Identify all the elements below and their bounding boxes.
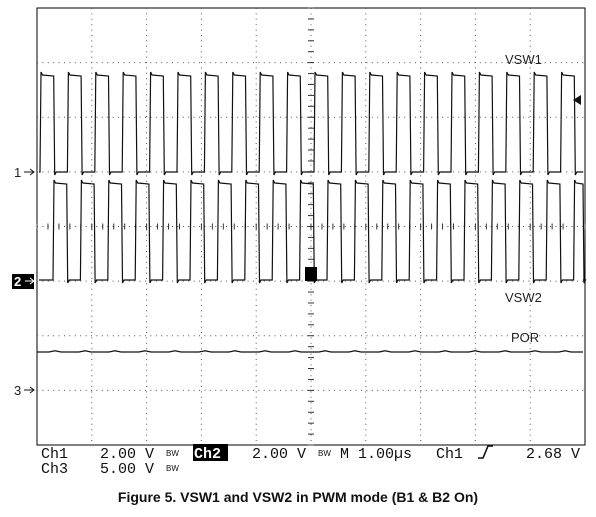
- trigger-level-marker: [573, 95, 581, 105]
- readout-highlight: [193, 444, 228, 461]
- trigger-position-marker: [305, 267, 317, 281]
- waveforms: [37, 71, 587, 353]
- readout: BW: [166, 449, 179, 458]
- caption: Figure 5. VSW1 and VSW2 in PWM mode (B1 …: [118, 489, 478, 505]
- waveform-label: POR: [511, 330, 539, 345]
- marker-arrow: [24, 386, 35, 394]
- channel-marker: 3: [14, 383, 21, 398]
- readout: M 1.00µs: [340, 446, 412, 463]
- readout: Ch1: [41, 446, 68, 463]
- marker-arrow: [24, 168, 35, 176]
- waveform-label: VSW1: [505, 52, 542, 67]
- channel-marker: 1: [14, 165, 21, 180]
- marker-box: [12, 274, 34, 289]
- readout: Ch2: [194, 446, 221, 463]
- waveform-label: VSW2: [505, 290, 542, 305]
- readout: Ch1: [436, 446, 463, 463]
- readout: 5.00 V: [100, 461, 154, 478]
- waveform-trace: [39, 71, 583, 176]
- marker-arrow: [25, 277, 35, 285]
- readout: BW: [166, 464, 179, 473]
- waveform-trace: [39, 179, 587, 284]
- waveform-trace: [37, 350, 583, 353]
- readout: 2.00 V: [252, 446, 306, 463]
- readout: 2.68 V: [526, 446, 580, 463]
- channel-marker: 2: [14, 274, 21, 289]
- trigger-slope: [478, 445, 493, 459]
- readout: 2.00 V: [100, 446, 154, 463]
- readout: Ch3: [41, 461, 68, 478]
- readout: BW: [318, 449, 331, 458]
